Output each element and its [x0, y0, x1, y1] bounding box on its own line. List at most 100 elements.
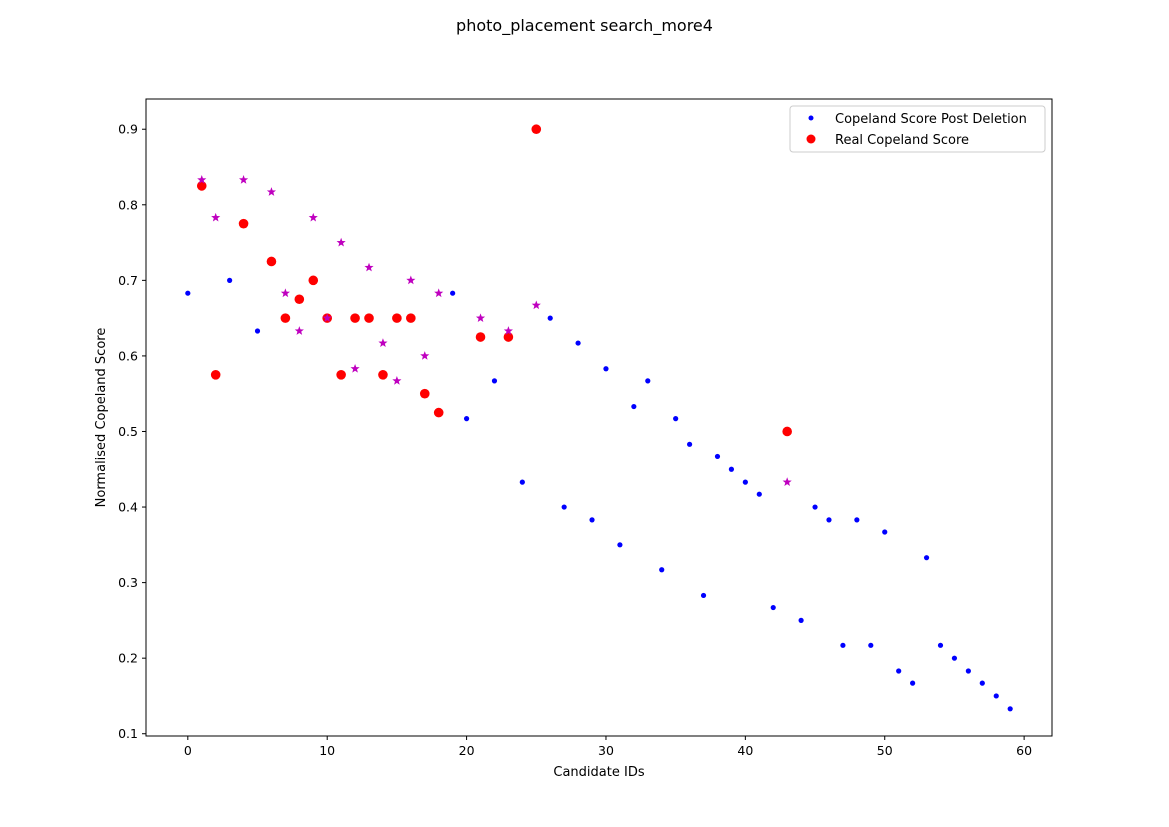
y-tick-label: 0.7 [118, 273, 138, 288]
data-marks [185, 124, 1013, 712]
data-point-real [392, 313, 402, 323]
data-point-real [531, 124, 542, 135]
data-point-star [322, 313, 332, 323]
data-point-post-deletion [896, 668, 902, 674]
x-tick-label: 50 [877, 743, 893, 758]
series-2 [197, 175, 792, 486]
data-point-post-deletion [519, 479, 525, 485]
y-tick-label: 0.6 [118, 348, 138, 363]
data-point-real [308, 275, 319, 286]
series-0 [185, 277, 1013, 712]
data-point-post-deletion [687, 441, 693, 447]
data-point-real [503, 332, 514, 342]
data-point-post-deletion [910, 680, 916, 686]
legend-label-post-deletion: Copeland Score Post Deletion [835, 112, 1027, 127]
data-point-star [392, 376, 402, 385]
data-point-star [378, 338, 388, 347]
y-tick-label: 0.8 [118, 197, 138, 212]
y-tick-label: 0.2 [118, 651, 138, 666]
data-point-real [475, 332, 486, 342]
data-point-star [239, 175, 249, 184]
y-tick-label: 0.1 [118, 726, 138, 741]
data-point-post-deletion [227, 277, 233, 283]
legend-marker-post-deletion [808, 115, 814, 121]
data-point-post-deletion [993, 693, 999, 699]
data-point-post-deletion [756, 491, 762, 497]
data-point-post-deletion [798, 617, 804, 623]
data-point-star [475, 313, 486, 323]
data-point-post-deletion [826, 517, 832, 523]
data-point-post-deletion [700, 592, 707, 599]
data-point-real [336, 370, 346, 380]
x-tick-label: 40 [737, 743, 753, 758]
data-point-post-deletion [1007, 706, 1013, 712]
x-tick-label: 60 [1016, 743, 1032, 758]
data-point-post-deletion [728, 466, 735, 472]
x-tick-label: 30 [598, 743, 614, 758]
x-tick-label: 10 [319, 743, 335, 758]
data-point-star [266, 187, 277, 196]
data-point-star [294, 326, 304, 335]
x-tick-label: 20 [459, 743, 475, 758]
data-point-star [308, 212, 318, 222]
data-point-post-deletion [923, 555, 930, 561]
data-point-real [238, 218, 249, 229]
y-tick-label: 0.3 [118, 575, 138, 590]
data-point-star [782, 477, 792, 486]
chart-title: photo_placement search_more4 [456, 16, 713, 36]
data-point-star [197, 175, 207, 184]
y-axis-label: Normalised Copeland Score [94, 328, 109, 508]
data-point-post-deletion [951, 655, 958, 661]
data-point-post-deletion [882, 529, 888, 535]
data-point-post-deletion [589, 517, 595, 523]
y-axis-ticks: 0.1 0.2 0.3 0.4 0.5 0.6 0.7 0.8 0.9 [118, 122, 146, 741]
data-point-star [350, 363, 360, 373]
legend-box [789, 105, 1046, 153]
data-point-star [503, 326, 513, 335]
data-point-post-deletion [575, 340, 581, 346]
data-point-post-deletion [547, 315, 553, 321]
data-point-post-deletion [631, 403, 637, 410]
data-point-real [378, 370, 388, 380]
data-point-post-deletion [659, 567, 665, 573]
data-point-post-deletion [561, 504, 567, 510]
data-point-real [196, 181, 207, 191]
data-point-real [433, 407, 444, 418]
data-point-post-deletion [965, 668, 971, 674]
data-point-real [782, 426, 792, 437]
data-point-star [434, 288, 444, 298]
data-point-post-deletion [742, 479, 748, 485]
data-point-real [210, 370, 221, 380]
data-point-star [406, 275, 416, 285]
data-point-post-deletion [463, 416, 470, 422]
data-point-post-deletion [450, 290, 456, 296]
legend: Copeland Score Post Deletion Real Copela… [789, 105, 1046, 153]
data-point-real [364, 313, 374, 323]
data-point-post-deletion [812, 504, 818, 510]
data-point-star [280, 288, 290, 298]
data-point-post-deletion [979, 680, 985, 686]
data-point-real [419, 388, 430, 399]
data-point-post-deletion [770, 604, 776, 611]
data-point-real [280, 313, 291, 323]
data-point-star [364, 262, 374, 272]
data-point-post-deletion [868, 642, 874, 648]
data-point-real [266, 256, 277, 267]
data-point-post-deletion [603, 366, 609, 372]
x-tick-label: 0 [184, 743, 192, 758]
data-point-post-deletion [714, 453, 721, 460]
data-point-post-deletion [491, 378, 498, 384]
plot-area [146, 99, 1052, 736]
data-point-star [336, 237, 346, 247]
x-axis-ticks: 0 10 20 30 40 50 60 [184, 736, 1032, 758]
x-axis-label: Candidate IDs [553, 765, 644, 780]
y-tick-label: 0.5 [118, 424, 138, 439]
data-point-post-deletion [840, 642, 846, 648]
plot-frame [145, 98, 1053, 737]
legend-marker-real [806, 134, 816, 144]
data-point-post-deletion [617, 542, 623, 548]
data-point-real [350, 313, 360, 323]
data-point-star [531, 300, 541, 310]
data-point-post-deletion [645, 378, 651, 384]
